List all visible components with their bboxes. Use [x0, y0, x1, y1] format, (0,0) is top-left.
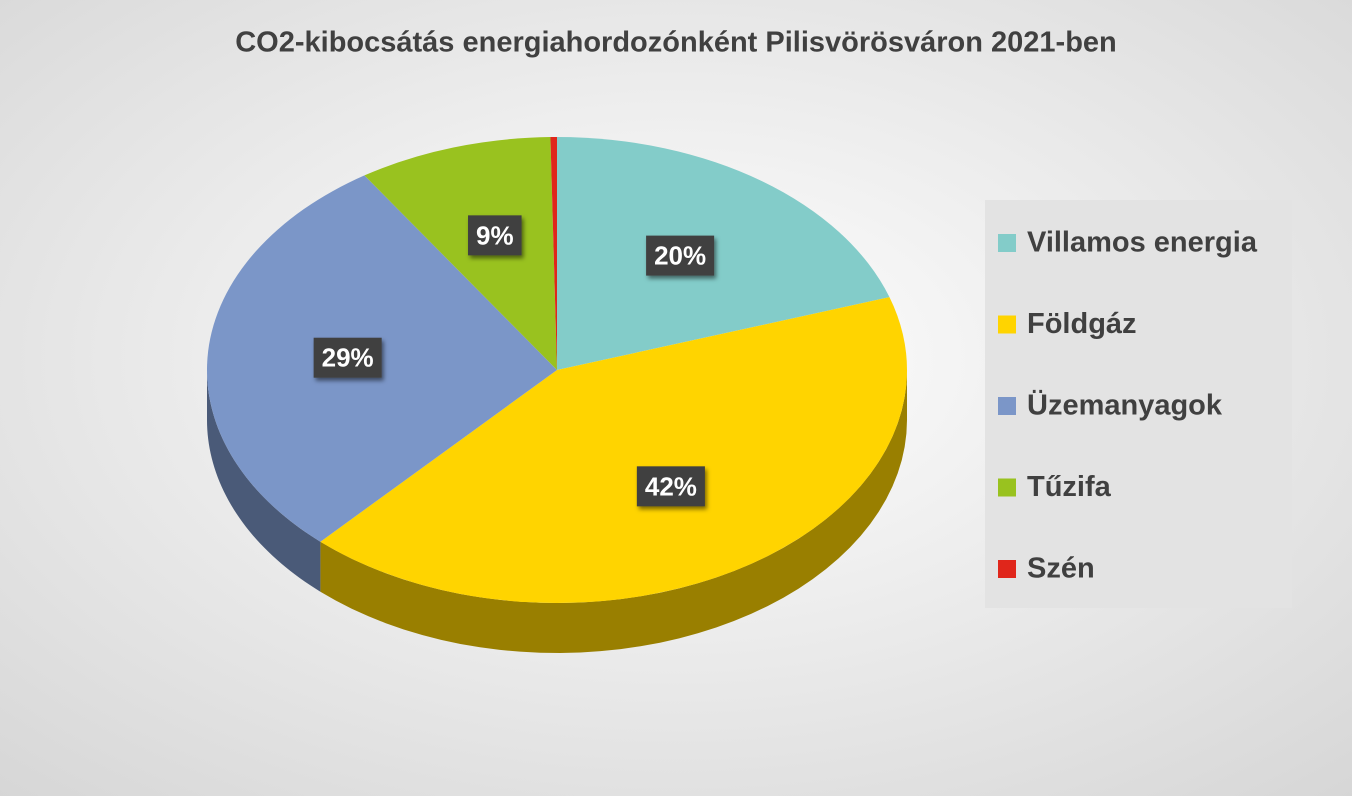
slice-side [207, 370, 321, 592]
legend-swatch [998, 478, 1016, 497]
data-label: 42% [645, 471, 697, 501]
legend-label: Földgáz [1027, 308, 1137, 340]
data-label-box [468, 215, 522, 256]
legend-swatch [998, 560, 1016, 578]
slice [364, 137, 557, 370]
data-label-box [313, 337, 382, 378]
legend-label: Szén [1027, 553, 1095, 585]
data-label-box [646, 235, 715, 276]
data-label-box [636, 466, 705, 507]
slice [207, 175, 557, 542]
legend-label: Villamos energia [1027, 227, 1258, 259]
slice [320, 297, 907, 603]
legend-label: Üzemanyagok [1027, 389, 1223, 422]
data-label: 29% [322, 343, 374, 373]
legend-box [985, 200, 1292, 608]
data-label: 9% [476, 220, 514, 250]
data-label: 20% [654, 241, 706, 271]
slice [557, 137, 890, 370]
legend-swatch [998, 397, 1016, 415]
legend-swatch [998, 234, 1016, 252]
slice [550, 137, 557, 370]
chart-title: CO2-kibocsátás energiahordozónként Pilis… [235, 27, 1117, 59]
legend-swatch [998, 315, 1016, 334]
slice-side [320, 370, 907, 653]
legend-label: Tűzifa [1027, 471, 1112, 503]
